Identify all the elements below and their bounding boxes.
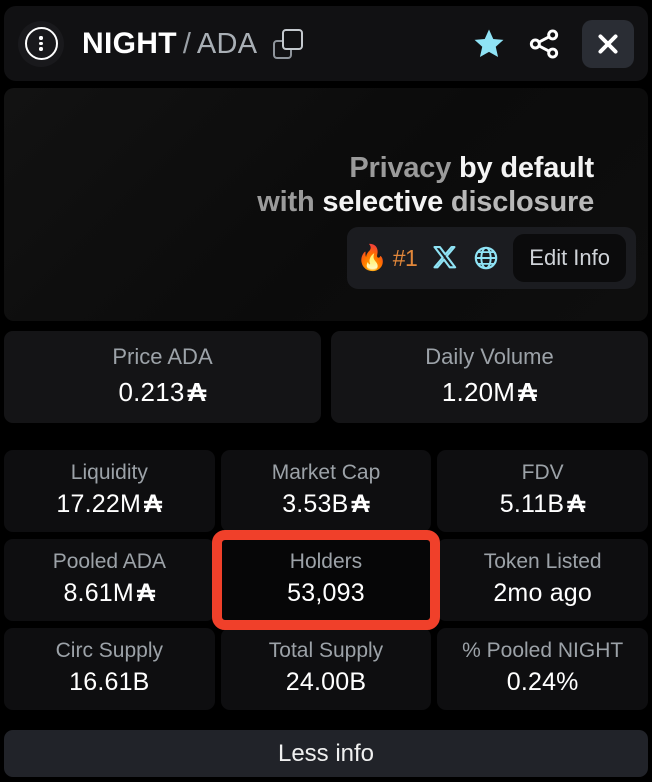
stat-card-holders: Holders 53,093 [211, 530, 441, 630]
trending-rank-badge[interactable]: 🔥 #1 [357, 245, 418, 272]
globe-icon[interactable] [473, 245, 499, 271]
stat-number: 0.24% [506, 668, 579, 696]
stat-value: 53,093 [227, 579, 426, 608]
star-icon[interactable] [472, 27, 506, 60]
stat-label: Liquidity [70, 461, 148, 484]
price-card-price-ada: Price ADA 0.213 ₳ [4, 331, 321, 423]
ada-symbol: ₳ [567, 490, 586, 518]
stat-value: 17.22M ₳ [10, 490, 209, 519]
pair-base-symbol: NIGHT [82, 26, 177, 60]
banner-line-1: Privacy by default [257, 152, 594, 186]
header-bar: NIGHT / ADA [4, 6, 648, 81]
three-dots-circle-icon [24, 27, 58, 60]
close-icon [598, 33, 618, 54]
banner-line-2: with selective disclosure [257, 186, 594, 220]
price-card-number: 0.213 [118, 377, 185, 407]
edit-info-button[interactable]: Edit Info [513, 234, 626, 282]
stat-card-total-supply: Total Supply 24.00B [220, 628, 432, 710]
close-button[interactable] [582, 19, 634, 68]
stat-value: 5.11B ₳ [443, 490, 642, 519]
banner-line-2-bright: selective [314, 185, 444, 218]
price-card-value: 1.20M ₳ [341, 377, 638, 408]
stat-number: 3.53B [282, 490, 349, 518]
ada-symbol: ₳ [136, 579, 156, 607]
share-icon[interactable] [528, 28, 560, 60]
pair-separator: / [182, 27, 191, 60]
stat-number: 2mo ago [493, 579, 593, 607]
price-card-label: Price ADA [112, 344, 213, 369]
stat-card-fdv: FDV 5.11B ₳ [437, 450, 648, 532]
promo-banner: Privacy by default with selective disclo… [4, 88, 648, 321]
banner-badge-bar: 🔥 #1 Edit Info [346, 227, 636, 289]
banner-line-1-dim: Privacy [349, 152, 452, 184]
stat-value: 16.61B [10, 668, 209, 697]
stat-label: Token Listed [483, 550, 602, 573]
less-info-label: Less info [277, 739, 375, 767]
stat-card-liquidity: Liquidity 17.22M ₳ [4, 450, 215, 532]
stat-label: Pooled ADA [52, 550, 166, 573]
ada-symbol: ₳ [351, 490, 370, 518]
x-twitter-icon[interactable] [431, 244, 459, 272]
trending-rank-label: #1 [392, 244, 418, 271]
price-summary-row: Price ADA 0.213 ₳ Daily Volume 1.20M ₳ [4, 331, 648, 423]
stat-card-pooled-ada: Pooled ADA 8.61M ₳ [4, 539, 215, 621]
less-info-button[interactable]: Less info [4, 730, 648, 777]
stat-label: Circ Supply [55, 639, 164, 662]
copy-icon[interactable] [273, 28, 304, 59]
token-logo [18, 20, 64, 67]
banner-line-1-bright: by default [451, 152, 594, 184]
banner-line-2-fade: disclosure [443, 185, 594, 218]
stat-card-market-cap: Market Cap 3.53B ₳ [220, 450, 432, 532]
stat-label: Market Cap [271, 461, 381, 484]
stat-card-circ-supply: Circ Supply 16.61B [4, 628, 215, 710]
header-actions [472, 19, 634, 68]
stat-value: 8.61M ₳ [10, 579, 209, 608]
ada-symbol: ₳ [143, 490, 163, 518]
banner-line-2-dim: with [257, 185, 315, 218]
price-card-label: Daily Volume [425, 344, 554, 369]
stat-label: Total Supply [268, 639, 384, 662]
stat-number: 16.61B [69, 668, 150, 696]
price-card-number: 1.20M [441, 377, 516, 407]
price-card-daily-volume: Daily Volume 1.20M ₳ [331, 331, 648, 423]
stat-value: 0.24% [443, 668, 642, 697]
stat-number: 8.61M [63, 579, 134, 607]
flame-icon: 🔥 [356, 243, 388, 272]
stat-label: Holders [289, 550, 363, 573]
stats-grid: Liquidity 17.22M ₳ Market Cap 3.53B ₳ FDV … [4, 450, 648, 710]
stat-number: 5.11B [499, 490, 565, 518]
stat-label: FDV [521, 461, 564, 484]
stat-label: % Pooled NIGHT [462, 639, 624, 662]
copy-icon-front-square [282, 28, 304, 50]
ada-symbol: ₳ [518, 377, 538, 407]
stat-card-token-listed: Token Listed 2mo ago [437, 539, 648, 621]
stat-value: 2mo ago [443, 579, 642, 608]
ada-symbol: ₳ [187, 377, 207, 407]
banner-tagline: Privacy by default with selective disclo… [257, 152, 594, 220]
stat-number: 53,093 [287, 579, 365, 607]
pair-quote-symbol: ADA [196, 27, 258, 60]
stat-value: 24.00B [227, 668, 426, 697]
stat-number: 17.22M [56, 490, 141, 518]
stat-card-pct-pooled-night: % Pooled NIGHT 0.24% [437, 628, 648, 710]
price-card-value: 0.213 ₳ [14, 377, 311, 408]
pair-title: NIGHT / ADA [82, 27, 257, 61]
stat-value: 3.53B ₳ [227, 490, 426, 519]
stat-number: 24.00B [285, 668, 367, 696]
